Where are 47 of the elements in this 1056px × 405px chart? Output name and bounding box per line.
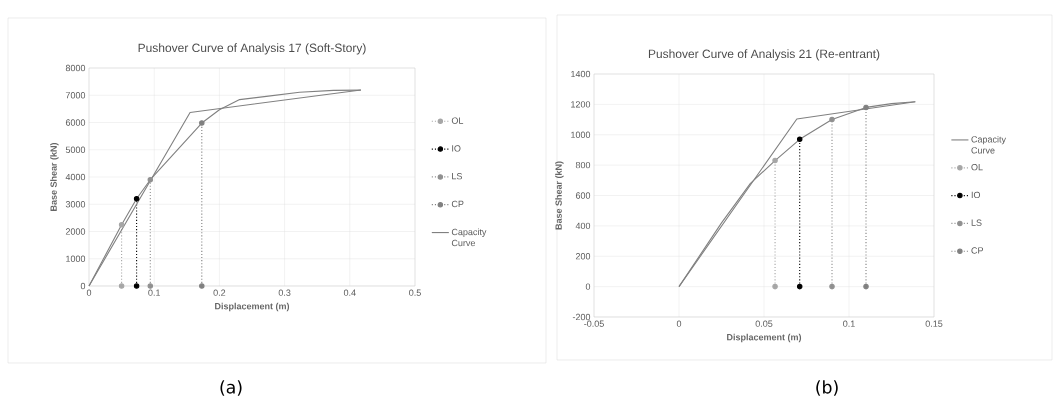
legend-label: LS xyxy=(452,172,463,180)
x-tick-label: 0 xyxy=(86,289,92,296)
legend-label: Capacity Curve xyxy=(451,228,487,247)
chart-title: Pushover Curve of Analysis 21 (Re-entrant) xyxy=(648,49,880,61)
y-tick-label: 4000 xyxy=(65,173,86,181)
y-axis-title: Base Shear (kN) xyxy=(50,142,59,211)
x-tick-label: 0.05 xyxy=(755,320,773,327)
x-axis-title: Displacement (m) xyxy=(727,333,802,343)
text: (a) xyxy=(220,380,242,396)
x-tick-label: 0.15 xyxy=(925,320,943,327)
legend-label: OL xyxy=(971,163,983,171)
y-tick-label: 5000 xyxy=(65,146,86,153)
y-tick-label: 400 xyxy=(575,222,591,230)
x-tick-label: 0.4 xyxy=(343,289,356,296)
y-tick-label: 1400 xyxy=(571,70,591,78)
y-tick-label: 7000 xyxy=(65,92,86,99)
x-tick-label: -0.05 xyxy=(584,320,604,327)
y-tick-label: -200 xyxy=(572,313,591,321)
legend-label: LS xyxy=(971,219,982,226)
x-tick-label: 0.2 xyxy=(213,289,226,296)
y-tick-label: 1000 xyxy=(571,131,591,138)
y-tick-label: 800 xyxy=(575,161,591,169)
legend-label: CP xyxy=(971,247,984,254)
x-axis-title: Displacement (m) xyxy=(215,302,290,312)
y-tick-label: 2000 xyxy=(65,228,86,235)
y-tick-label: 1000 xyxy=(66,255,86,262)
legend-label: OL xyxy=(451,117,464,124)
x-tick-label: 0.1 xyxy=(843,320,855,327)
y-tick-label: 6000 xyxy=(65,119,86,126)
legend-label: Capacity Curve xyxy=(971,135,1006,154)
x-tick-label: 0.3 xyxy=(278,289,291,296)
y-tick-label: 8000 xyxy=(65,64,86,72)
x-tick-label: 0 xyxy=(676,320,682,327)
legend-label: CP xyxy=(451,200,464,208)
x-tick-label: 0.5 xyxy=(409,289,421,296)
y-tick-label: 0 xyxy=(80,282,86,290)
y-tick-label: 200 xyxy=(575,253,591,260)
y-tick-label: 0 xyxy=(585,283,591,290)
y-tick-label: 1200 xyxy=(571,101,591,108)
text: (b) xyxy=(816,380,838,396)
chart-title: Pushover Curve of Analysis 17 (Soft-Story) xyxy=(138,43,366,55)
x-tick-label: 0.1 xyxy=(148,289,161,296)
y-tick-label: 600 xyxy=(575,192,591,199)
y-axis-title: Base Shear (kN) xyxy=(555,161,564,230)
legend-label: IO xyxy=(971,191,981,199)
y-tick-label: 3000 xyxy=(65,201,86,208)
legend-label: IO xyxy=(452,145,461,152)
